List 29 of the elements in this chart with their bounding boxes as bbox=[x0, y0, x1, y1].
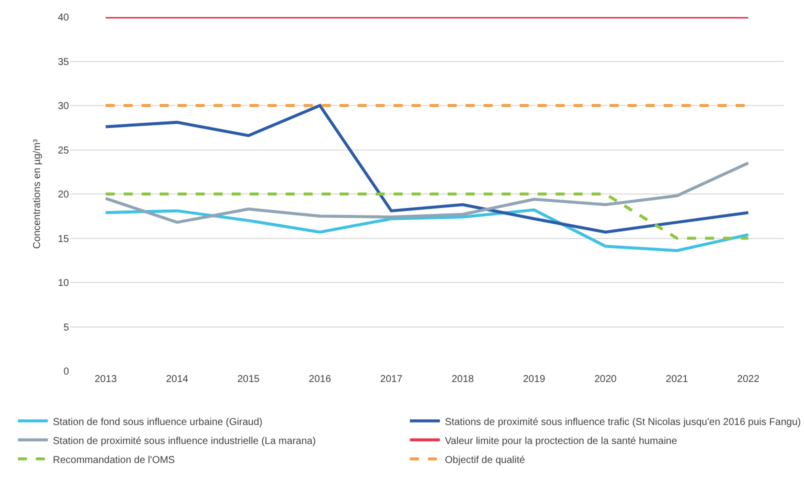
y-tick-label: 40 bbox=[58, 12, 70, 24]
x-tick-label: 2019 bbox=[522, 374, 546, 385]
legend-label: Objectif de qualité bbox=[444, 454, 526, 466]
line-series bbox=[104, 104, 750, 234]
x-tick-label: 2018 bbox=[452, 374, 474, 385]
x-tick-label: 2014 bbox=[166, 374, 189, 385]
y-tick-label: 10 bbox=[58, 278, 70, 289]
y-axis-title: Concentrations en µg/m³ bbox=[32, 138, 43, 249]
x-tick-label: 2021 bbox=[666, 374, 688, 385]
x-tick-label: 2015 bbox=[237, 374, 260, 385]
legend-label: Recommandation de l'OMS bbox=[52, 454, 176, 466]
x-tick-label: 2017 bbox=[380, 374, 403, 385]
line-series bbox=[104, 208, 750, 252]
x-tick-label: 2013 bbox=[94, 374, 118, 385]
x-tick-label: 2016 bbox=[308, 374, 332, 385]
x-tick-label: 2022 bbox=[737, 374, 760, 385]
y-tick-label: 25 bbox=[58, 145, 70, 156]
y-tick-label: 5 bbox=[63, 322, 70, 334]
legend-label: Station de proximité sous influence industrielle (La marana) bbox=[52, 436, 316, 447]
legend-label: Valeur limite pour la proctection de la santé humaine bbox=[444, 436, 678, 447]
y-tick-label: 35 bbox=[58, 56, 70, 68]
y-tick-label: 15 bbox=[58, 234, 70, 245]
line-series bbox=[104, 162, 750, 224]
y-tick-label: 30 bbox=[58, 101, 70, 112]
legend-label: Station de fond sous influence urbaine (Giraud) bbox=[52, 416, 262, 428]
legend-label: Stations de proximité sous influence trafic (St Nicolas jusqu'en 2016 puis Fangu) bbox=[444, 416, 801, 428]
y-tick-label: 0 bbox=[63, 366, 70, 378]
x-tick-label: 2020 bbox=[594, 374, 618, 385]
y-tick-label: 20 bbox=[58, 190, 70, 200]
